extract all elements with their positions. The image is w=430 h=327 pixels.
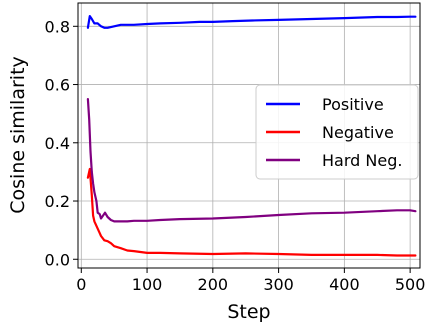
y-tick-label: 0.2 [45, 192, 70, 211]
y-tick-label: 0.8 [45, 17, 70, 36]
y-tick-label: 0.0 [45, 250, 70, 269]
legend: Positive Negative Hard Neg. [255, 84, 419, 180]
legend-label-negative: Negative [322, 123, 394, 142]
x-tick-label: 500 [395, 275, 426, 294]
x-axis-ticks: 0 100 200 300 400 500 [76, 268, 425, 294]
x-tick-label: 100 [132, 275, 163, 294]
y-tick-label: 0.4 [45, 134, 70, 153]
x-tick-label: 300 [263, 275, 294, 294]
legend-label-hard-neg: Hard Neg. [322, 151, 402, 170]
series-lines [86, 15, 417, 257]
plot-frame [77, 2, 421, 269]
x-axis-title: Step [227, 301, 270, 323]
series-line-hard-neg [86, 97, 417, 223]
x-tick-label: 0 [76, 275, 86, 294]
y-axis-title: Cosine similarity [7, 56, 29, 214]
y-axis-ticks: 0.0 0.2 0.4 0.6 0.8 [45, 17, 78, 269]
x-tick-label: 200 [198, 275, 229, 294]
legend-label-positive: Positive [322, 95, 384, 114]
series-line-positive [86, 15, 417, 29]
legend-box [255, 84, 419, 180]
series-line-negative [86, 167, 417, 257]
x-tick-label: 400 [329, 275, 360, 294]
y-tick-label: 0.6 [45, 76, 70, 95]
